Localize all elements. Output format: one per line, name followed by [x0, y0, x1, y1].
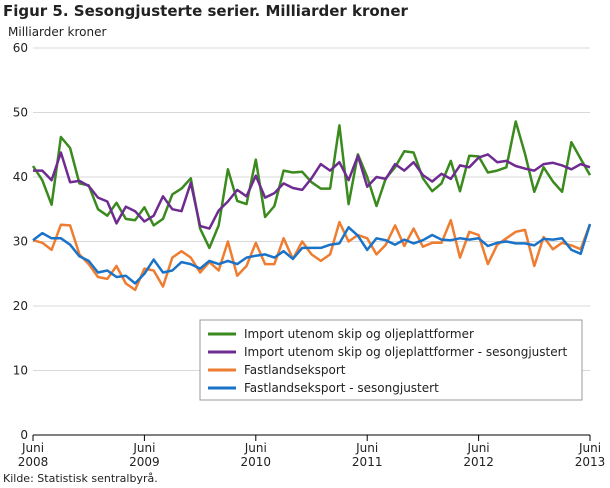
legend-label: Fastlandseksport - sesongjustert	[244, 381, 439, 395]
x-tick-label: Juni 2013	[575, 441, 606, 469]
y-tick-label: 30	[13, 235, 28, 249]
y-tick-label: 40	[13, 170, 28, 184]
y-axis-label: Milliarder kroner	[8, 25, 106, 39]
legend-label: Import utenom skip og oljeplattformer	[244, 327, 474, 341]
legend-label: Import utenom skip og oljeplattformer - …	[244, 345, 568, 359]
x-tick-label: Juni 2010	[241, 441, 272, 469]
y-tick-label: 0	[20, 428, 28, 442]
line	[32, 218, 592, 292]
x-tick-label: Juni 2011	[352, 441, 383, 469]
x-tick-label: Juni 2008	[18, 441, 49, 469]
y-tick-label: 20	[13, 299, 28, 313]
y-tick-label: 60	[13, 41, 28, 55]
y-tick-label: 50	[13, 106, 28, 120]
line	[33, 151, 591, 230]
x-tick-label: Juni 2009	[129, 441, 160, 469]
legend-label: Fastlandseksport	[244, 363, 346, 377]
chart-title: Figur 5. Sesongjusterte serier. Milliard…	[3, 2, 409, 20]
y-tick-label: 10	[13, 364, 28, 378]
source: Kilde: Statistisk sentralbyrå.	[3, 472, 158, 485]
x-tick-label: Juni 2012	[463, 441, 494, 469]
line	[31, 120, 592, 250]
legend-box	[199, 319, 583, 401]
line	[32, 223, 592, 285]
